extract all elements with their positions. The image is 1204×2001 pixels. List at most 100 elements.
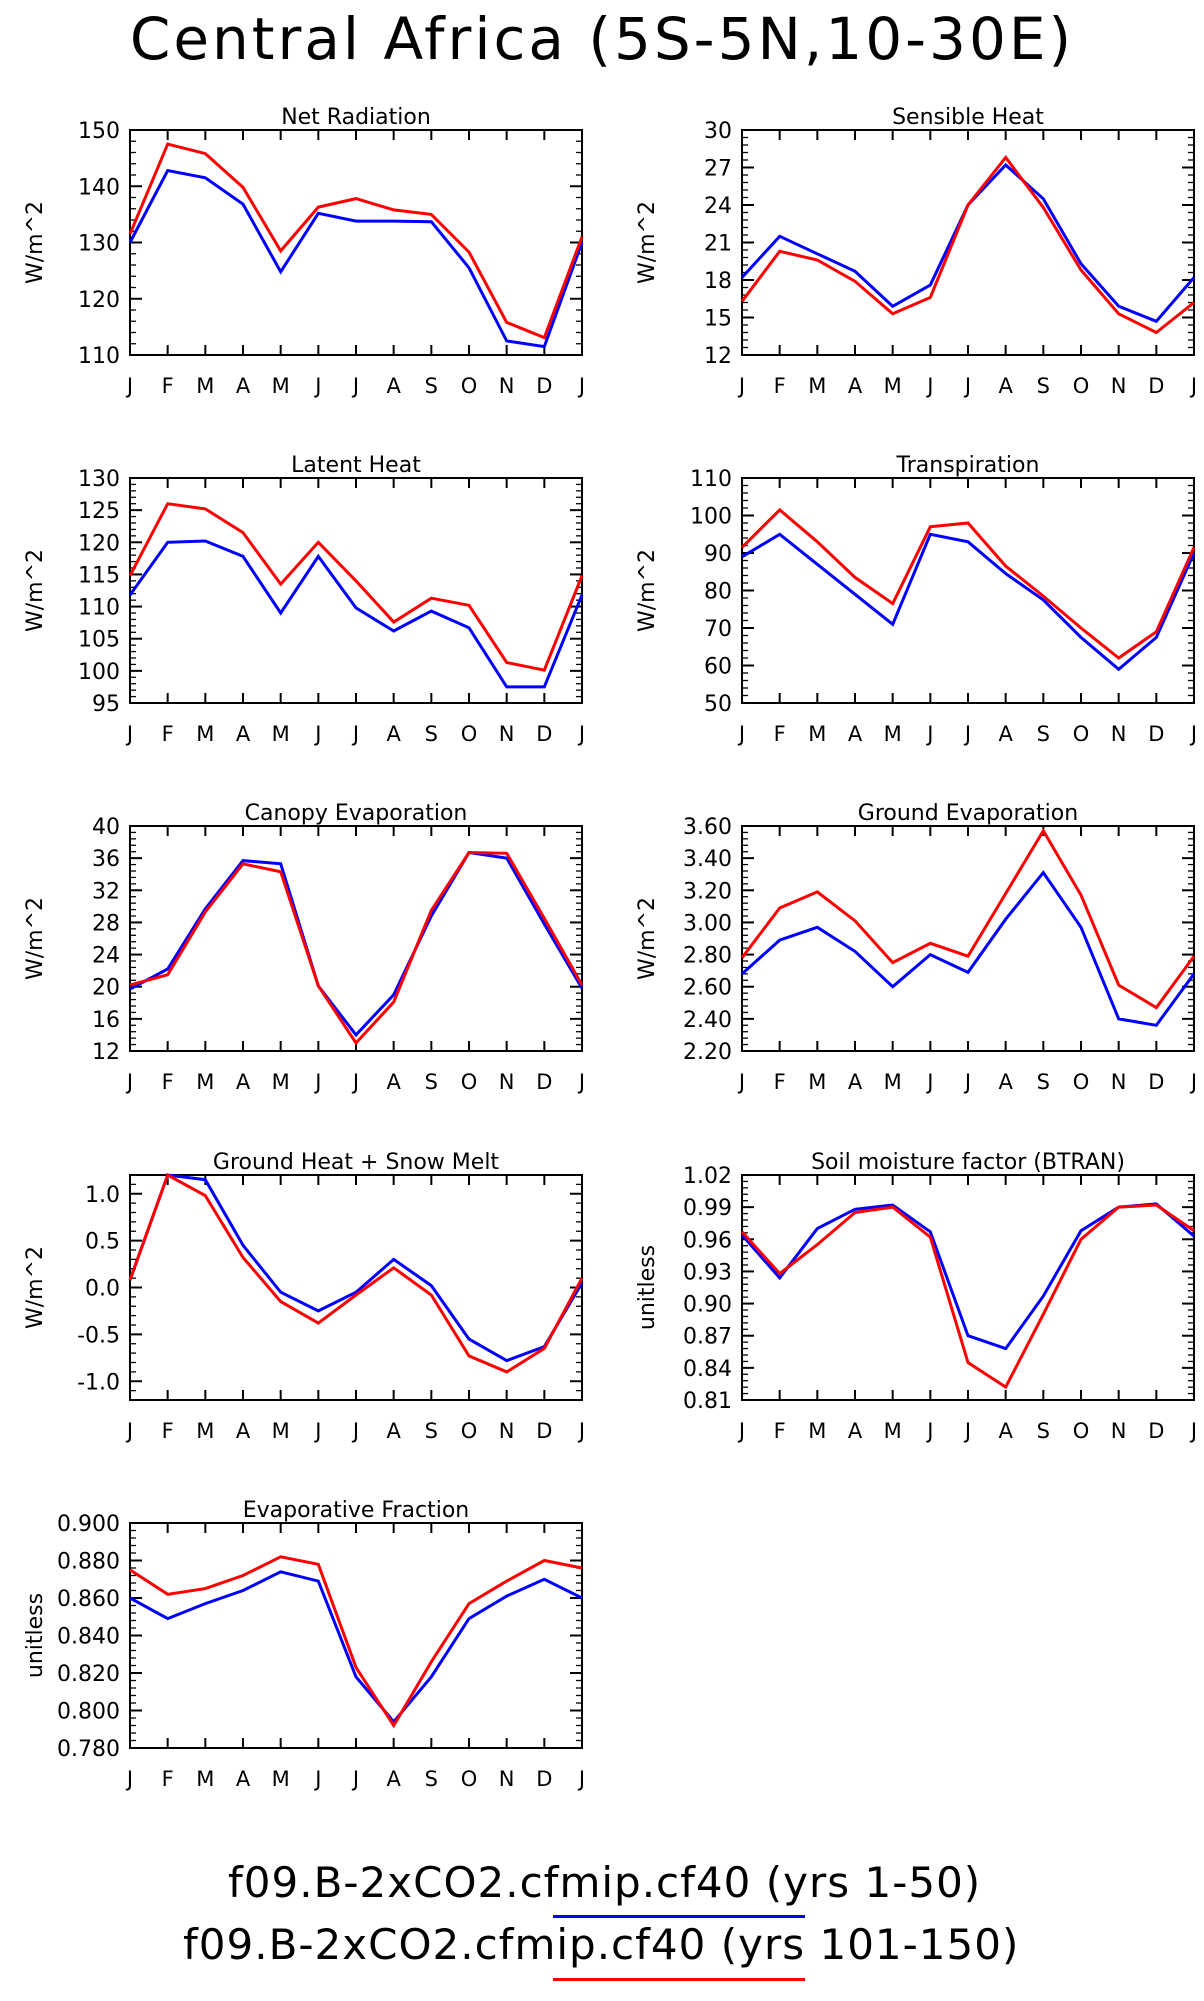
series-line-1 bbox=[740, 162, 1196, 324]
x-tick-label: M bbox=[884, 1070, 902, 1094]
y-tick-label: 0.840 bbox=[57, 1625, 120, 1650]
series-line-2 bbox=[129, 1555, 583, 1729]
x-tick-label: A bbox=[236, 1419, 251, 1443]
y-tick-label: 0.90 bbox=[683, 1293, 732, 1318]
x-tick-label: M bbox=[808, 722, 826, 746]
x-tick-label: J bbox=[577, 374, 585, 398]
x-tick-label: J bbox=[125, 1767, 133, 1791]
x-tick-label: S bbox=[425, 1070, 438, 1094]
x-tick-label: J bbox=[577, 1070, 585, 1094]
x-tick-label: A bbox=[998, 374, 1013, 398]
plot-frame bbox=[129, 825, 583, 1052]
x-tick-label: O bbox=[1073, 722, 1090, 746]
x-tick-label: M bbox=[808, 374, 826, 398]
x-tick-label: S bbox=[1037, 722, 1050, 746]
x-tick-label: M bbox=[884, 722, 902, 746]
x-tick-label: J bbox=[577, 722, 585, 746]
x-tick-label: J bbox=[125, 1070, 133, 1094]
x-tick-label: A bbox=[848, 1419, 863, 1443]
x-tick-label: F bbox=[774, 722, 786, 746]
x-tick-label: A bbox=[236, 1070, 251, 1094]
y-tick-label: 115 bbox=[78, 563, 120, 588]
y-tick-label: 28 bbox=[92, 911, 120, 936]
y-tick-label: 18 bbox=[704, 269, 732, 294]
y-tick-label: 24 bbox=[704, 194, 732, 219]
x-tick-label: A bbox=[386, 1419, 401, 1443]
y-tick-label: 3.40 bbox=[683, 847, 732, 872]
y-tick-label: 2.60 bbox=[683, 976, 732, 1001]
x-tick-label: J bbox=[351, 374, 359, 398]
x-tick-label: J bbox=[313, 722, 321, 746]
x-tick-label: J bbox=[351, 1767, 359, 1791]
x-tick-label: J bbox=[577, 1419, 585, 1443]
y-tick-label: 21 bbox=[704, 232, 732, 257]
x-tick-label: N bbox=[1111, 374, 1127, 398]
x-tick-label: D bbox=[536, 374, 552, 398]
x-tick-label: O bbox=[1073, 1419, 1090, 1443]
y-tick-label: 90 bbox=[704, 542, 732, 567]
x-tick-label: A bbox=[386, 374, 401, 398]
y-tick-label: 0.87 bbox=[683, 1325, 732, 1350]
y-axis-label: W/m^2 bbox=[635, 897, 660, 980]
x-tick-label: J bbox=[737, 1419, 745, 1443]
chart-title: Net Radiation bbox=[281, 105, 431, 130]
x-tick-label: F bbox=[162, 374, 174, 398]
y-tick-label: 125 bbox=[78, 499, 120, 524]
y-tick-label: 50 bbox=[704, 692, 732, 717]
y-tick-label: 0.900 bbox=[57, 1512, 120, 1537]
y-tick-label: 0.81 bbox=[683, 1389, 732, 1414]
x-tick-label: A bbox=[236, 374, 251, 398]
y-tick-label: 0.99 bbox=[683, 1196, 732, 1221]
x-tick-label: J bbox=[125, 374, 133, 398]
y-tick-label: 27 bbox=[704, 157, 732, 182]
page-title: Central Africa (5S-5N,10-30E) bbox=[129, 5, 1075, 73]
x-tick-label: F bbox=[162, 1419, 174, 1443]
chart-panel: Ground Heat + Snow Melt W/m^2 -1.0 -0.5 0.0 0… bbox=[23, 1150, 585, 1443]
y-axis-label: W/m^2 bbox=[23, 549, 48, 632]
x-tick-label: F bbox=[162, 722, 174, 746]
y-tick-label: 120 bbox=[78, 288, 120, 313]
series-line-1 bbox=[740, 870, 1196, 1027]
x-tick-label: D bbox=[1148, 374, 1164, 398]
chart-panel: Evaporative Fraction unitless 0.780 0.800 0.… bbox=[23, 1498, 585, 1791]
x-tick-label: D bbox=[536, 1070, 552, 1094]
plot-frame bbox=[741, 825, 1195, 1052]
y-tick-label: 3.20 bbox=[683, 879, 732, 904]
x-tick-label: M bbox=[884, 1419, 902, 1443]
chart-title: Canopy Evaporation bbox=[245, 801, 468, 826]
x-tick-label: J bbox=[1189, 1419, 1197, 1443]
chart-title: Ground Heat + Snow Melt bbox=[213, 1150, 500, 1175]
y-tick-label: 15 bbox=[704, 307, 732, 332]
x-tick-label: J bbox=[925, 374, 933, 398]
x-tick-label: J bbox=[351, 1419, 359, 1443]
chart-title: Latent Heat bbox=[291, 453, 421, 478]
y-tick-label: 0.780 bbox=[57, 1737, 120, 1762]
x-tick-label: N bbox=[1111, 1419, 1127, 1443]
x-tick-label: O bbox=[1073, 374, 1090, 398]
x-tick-label: M bbox=[272, 1767, 290, 1791]
series-line-2 bbox=[740, 827, 1196, 1010]
x-tick-label: J bbox=[351, 722, 359, 746]
x-tick-label: D bbox=[536, 1767, 552, 1791]
y-tick-label: 0.93 bbox=[683, 1260, 732, 1285]
x-tick-label: A bbox=[236, 1767, 251, 1791]
x-tick-label: S bbox=[1037, 1419, 1050, 1443]
x-tick-label: J bbox=[1189, 1070, 1197, 1094]
chart-panel: Soil moisture factor (BTRAN) unitless 0.81… bbox=[635, 1150, 1197, 1443]
chart-title: Soil moisture factor (BTRAN) bbox=[811, 1150, 1125, 1175]
y-tick-label: 20 bbox=[92, 976, 120, 1001]
x-tick-label: S bbox=[425, 1419, 438, 1443]
x-tick-label: J bbox=[963, 1070, 971, 1094]
y-tick-label: 24 bbox=[92, 944, 120, 969]
x-tick-label: J bbox=[125, 722, 133, 746]
plot-frame bbox=[741, 1174, 1195, 1401]
y-tick-label: 1.0 bbox=[85, 1183, 120, 1208]
legend-swatch-2 bbox=[553, 1978, 805, 1981]
y-tick-label: 150 bbox=[78, 119, 120, 144]
x-tick-label: S bbox=[425, 1767, 438, 1791]
y-tick-label: 2.80 bbox=[683, 944, 732, 969]
plot-frame bbox=[129, 1522, 583, 1749]
y-tick-label: 0.96 bbox=[683, 1228, 732, 1253]
chart-title: Sensible Heat bbox=[892, 105, 1044, 130]
